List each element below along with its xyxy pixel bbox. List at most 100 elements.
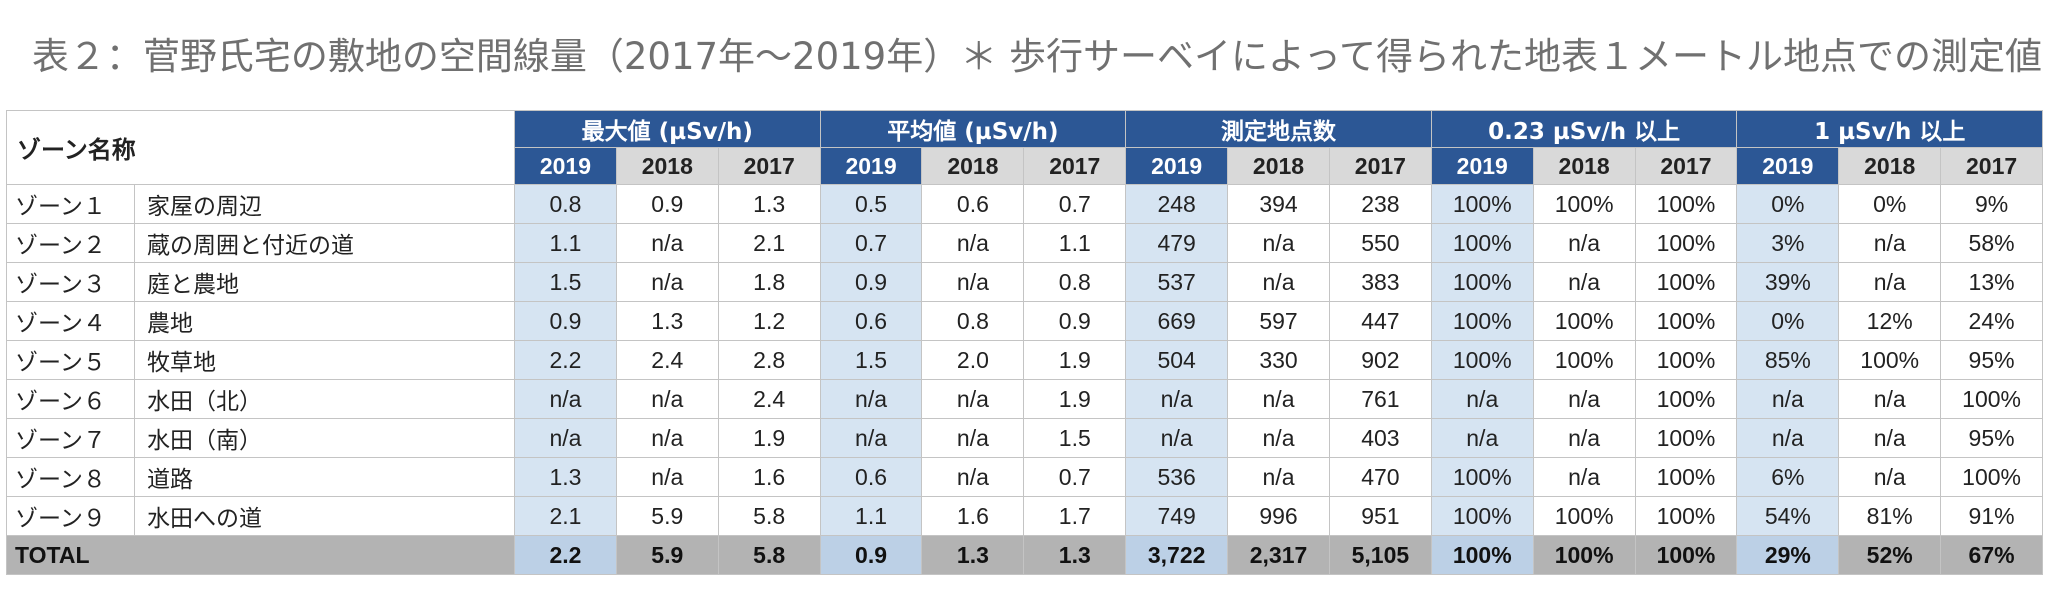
table-cell: 447 [1328,301,1432,341]
group-header: 平均値 (µSv/h) [819,110,1127,148]
year-header: 2017 [1328,147,1432,185]
year-header: 2019 [514,147,617,185]
table-cell: n/a [819,379,923,419]
table-cell: 0.9 [819,262,923,302]
group-header: 1 µSv/h 以上 [1736,110,2044,148]
table-cell: 24% [1940,301,2044,341]
table-cell: n/a [1227,262,1330,302]
table-cell: 669 [1125,301,1229,341]
table-cell: 100% [1430,340,1534,380]
table-row: ゾーン３ 庭と農地 1.5 n/a 1.8 0.9 n/a 0.8 537 n/a 383 100% n… [6,262,2044,302]
zone-description: 庭と農地 [134,262,515,302]
table-cell: n/a [514,418,617,458]
total-cell: 2,317 [1227,535,1330,575]
table-cell: 1.5 [819,340,923,380]
table-cell: 100% [1634,457,1738,497]
total-cell: 100% [1634,535,1738,575]
table-cell: 1.9 [1023,379,1127,419]
year-header: 2018 [615,147,719,185]
table-cell: n/a [1430,379,1534,419]
table-cell: 597 [1227,301,1330,341]
table-cell: 0% [1736,301,1840,341]
zone-label: ゾーン７ [6,418,135,458]
table-row: ゾーン４ 農地 0.9 1.3 1.2 0.6 0.8 0.9 669 597 447 100% 100… [6,301,2044,341]
table-cell: n/a [1430,418,1534,458]
total-cell: 29% [1736,535,1840,575]
zone-name-header: ゾーン名称 [6,110,515,185]
table-cell: 95% [1940,418,2044,458]
total-cell: 67% [1940,535,2044,575]
table-cell: 1.3 [514,457,617,497]
table-cell: 1.8 [717,262,821,302]
total-row: TOTAL 2.2 5.9 5.8 0.9 1.3 1.3 3,722 2,317 5,105 10… [6,535,2044,575]
table-cell: 330 [1227,340,1330,380]
table-cell: 6% [1736,457,1840,497]
table-cell: 5.8 [717,496,821,536]
table-cell: 5.9 [615,496,719,536]
zone-description: 道路 [134,457,515,497]
year-header: 2019 [819,147,923,185]
table-cell: 100% [1430,496,1534,536]
table-row: ゾーン８ 道路 1.3 n/a 1.6 0.6 n/a 0.7 536 n/a 470 100% n/a… [6,457,2044,497]
table-row: ゾーン５ 牧草地 2.2 2.4 2.8 1.5 2.0 1.9 504 330 902 100% 10… [6,340,2044,380]
year-header: 2019 [1125,147,1229,185]
table-cell: n/a [921,418,1025,458]
table-cell: 1.1 [819,496,923,536]
table-cell: 100% [1634,184,1738,224]
year-header: 2018 [1838,147,1942,185]
table-cell: 100% [1634,301,1738,341]
table-row: ゾーン２ 蔵の周囲と付近の道 1.1 n/a 2.1 0.7 n/a 1.1 479 n/a 550… [6,223,2044,263]
zone-label: ゾーン３ [6,262,135,302]
table-cell: 100% [1634,496,1738,536]
table-cell: 2.2 [514,340,617,380]
table-body: ゾーン１ 家屋の周辺 0.8 0.9 1.3 0.5 0.6 0.7 248 394 238 100%… [6,184,2044,575]
table-cell: 536 [1125,457,1229,497]
year-header: 2017 [717,147,821,185]
table-cell: 58% [1940,223,2044,263]
table-cell: 100% [1634,340,1738,380]
table-cell: n/a [1532,418,1636,458]
group-header: 0.23 µSv/h 以上 [1430,110,1738,148]
table-cell: 0.8 [921,301,1025,341]
zone-label: ゾーン９ [6,496,135,536]
total-cell: 1.3 [1023,535,1127,575]
zone-description: 家屋の周辺 [134,184,515,224]
year-header: 2017 [1023,147,1127,185]
table-cell: 0% [1838,184,1942,224]
table-cell: 100% [1430,457,1534,497]
table-cell: 0.5 [819,184,923,224]
table-cell: 3% [1736,223,1840,263]
table-cell: 479 [1125,223,1229,263]
total-cell: 100% [1430,535,1534,575]
total-cell: 0.9 [819,535,923,575]
table-cell: 550 [1328,223,1432,263]
table-cell: 100% [1532,340,1636,380]
table-cell: n/a [1838,379,1942,419]
table-cell: 537 [1125,262,1229,302]
table-cell: 2.1 [717,223,821,263]
year-header: 2017 [1940,147,2044,185]
zone-description: 牧草地 [134,340,515,380]
table-cell: 0% [1736,184,1840,224]
table-cell: n/a [615,379,719,419]
table-cell: n/a [1532,262,1636,302]
table-cell: n/a [1125,418,1229,458]
table-row: ゾーン７ 水田（南） n/a n/a 1.9 n/a n/a 1.5 n/a n/a 403 n/a n… [6,418,2044,458]
zone-label: ゾーン２ [6,223,135,263]
table-cell: n/a [514,379,617,419]
table-cell: 39% [1736,262,1840,302]
table-cell: 13% [1940,262,2044,302]
table-cell: n/a [1838,262,1942,302]
table-cell: 100% [1634,418,1738,458]
table-cell: n/a [1736,418,1840,458]
zone-label: ゾーン４ [6,301,135,341]
year-header: 2019 [1430,147,1534,185]
table-cell: 0.6 [921,184,1025,224]
table-cell: n/a [1838,223,1942,263]
table-cell: 100% [1634,262,1738,302]
table-cell: 504 [1125,340,1229,380]
table-cell: 1.1 [1023,223,1127,263]
table-cell: n/a [1227,418,1330,458]
table-cell: 1.9 [717,418,821,458]
table-cell: 1.6 [921,496,1025,536]
